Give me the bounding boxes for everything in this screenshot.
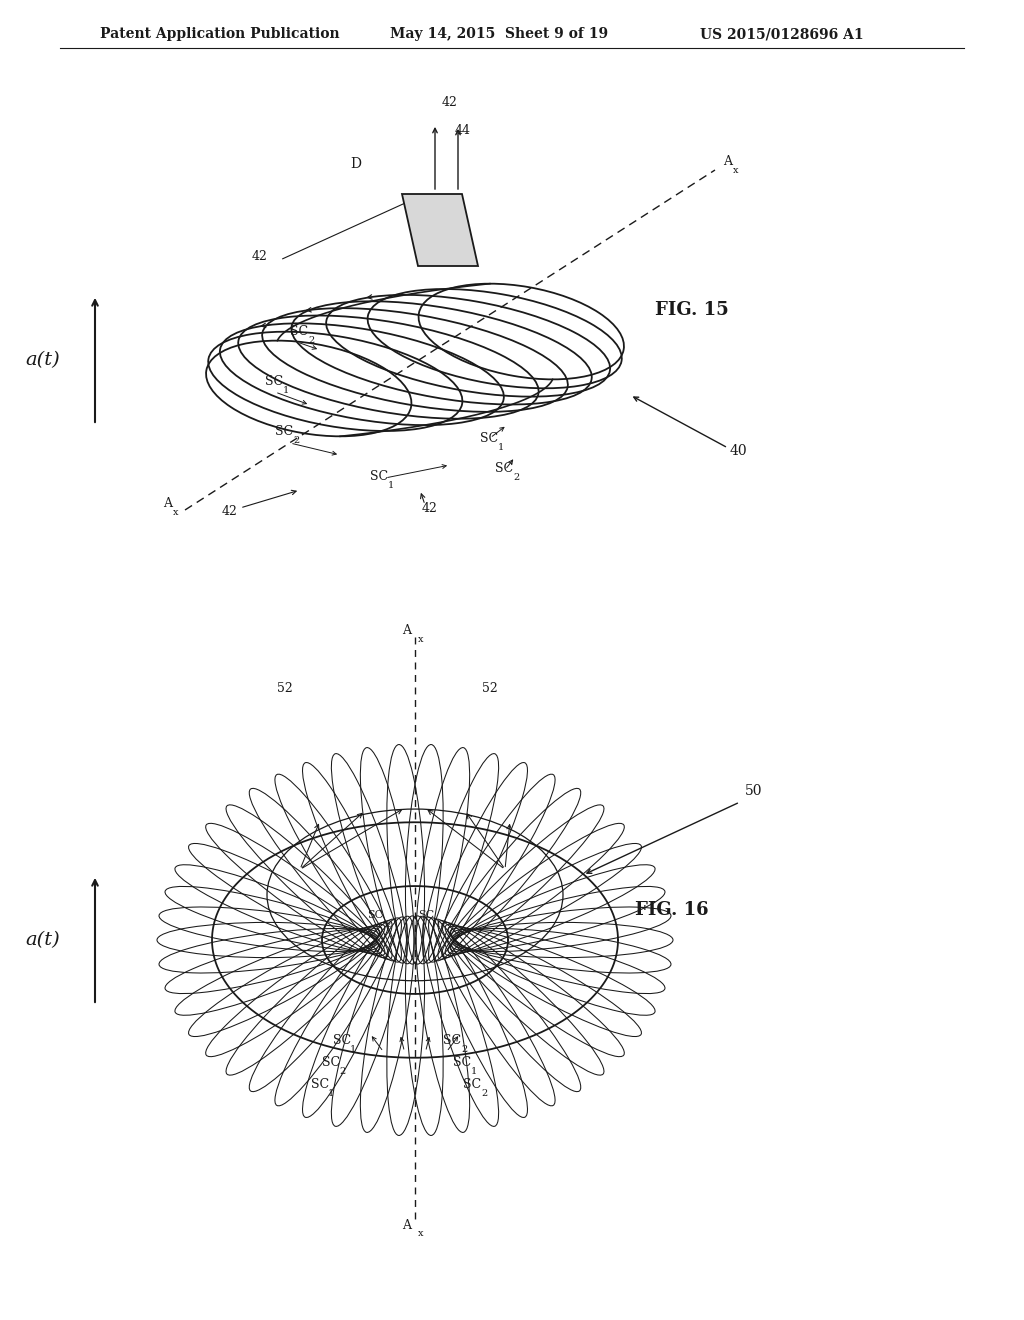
- Text: Patent Application Publication: Patent Application Publication: [100, 26, 340, 41]
- Text: SC: SC: [453, 1056, 471, 1069]
- Text: FIG. 16: FIG. 16: [635, 902, 709, 919]
- Text: 2: 2: [385, 921, 390, 929]
- Text: 42: 42: [252, 249, 268, 263]
- Text: 40: 40: [730, 444, 748, 458]
- Text: SC: SC: [480, 432, 498, 445]
- Text: SC: SC: [370, 470, 388, 483]
- Text: 2: 2: [513, 473, 519, 482]
- Text: A: A: [402, 1218, 412, 1232]
- Text: x: x: [418, 635, 424, 644]
- Text: May 14, 2015  Sheet 9 of 19: May 14, 2015 Sheet 9 of 19: [390, 26, 608, 41]
- Text: SC: SC: [495, 462, 513, 475]
- Text: A: A: [402, 624, 412, 638]
- Text: SC: SC: [311, 1078, 329, 1090]
- Text: 42: 42: [222, 506, 238, 517]
- Text: 2: 2: [293, 436, 299, 445]
- Text: 2: 2: [461, 1045, 467, 1053]
- Text: SC: SC: [333, 1034, 351, 1047]
- Text: SC: SC: [418, 909, 434, 920]
- Text: a(t): a(t): [26, 931, 60, 949]
- Text: 1: 1: [350, 1045, 356, 1053]
- Text: SC: SC: [265, 375, 283, 388]
- Text: 44: 44: [455, 124, 471, 137]
- Text: 1: 1: [471, 1067, 477, 1076]
- Text: SC: SC: [443, 1034, 461, 1047]
- Text: 42: 42: [422, 502, 438, 515]
- Text: x: x: [418, 1229, 424, 1238]
- Text: x: x: [173, 508, 178, 517]
- Text: A: A: [723, 154, 732, 168]
- Text: 2: 2: [308, 337, 314, 345]
- Text: D: D: [350, 157, 361, 172]
- Text: FIG. 15: FIG. 15: [655, 301, 729, 319]
- Text: 1: 1: [388, 480, 394, 490]
- Text: SC: SC: [275, 425, 293, 438]
- Text: SC: SC: [290, 325, 308, 338]
- Text: x: x: [733, 166, 738, 176]
- Text: 2: 2: [339, 1067, 345, 1076]
- Text: SC: SC: [367, 909, 383, 920]
- Text: SC: SC: [463, 1078, 481, 1090]
- Text: US 2015/0128696 A1: US 2015/0128696 A1: [700, 26, 863, 41]
- Text: 1: 1: [328, 1089, 334, 1098]
- Text: 50: 50: [745, 784, 763, 799]
- Text: A: A: [163, 498, 172, 510]
- Text: 1: 1: [436, 921, 441, 929]
- Text: SC: SC: [322, 1056, 340, 1069]
- Text: 52: 52: [278, 682, 293, 696]
- Text: 2: 2: [481, 1089, 487, 1098]
- Text: 52: 52: [482, 682, 498, 696]
- Text: a(t): a(t): [26, 351, 60, 370]
- Text: 1: 1: [498, 444, 504, 451]
- Text: 1: 1: [283, 385, 289, 395]
- Polygon shape: [402, 194, 478, 267]
- Text: 42: 42: [442, 96, 458, 110]
